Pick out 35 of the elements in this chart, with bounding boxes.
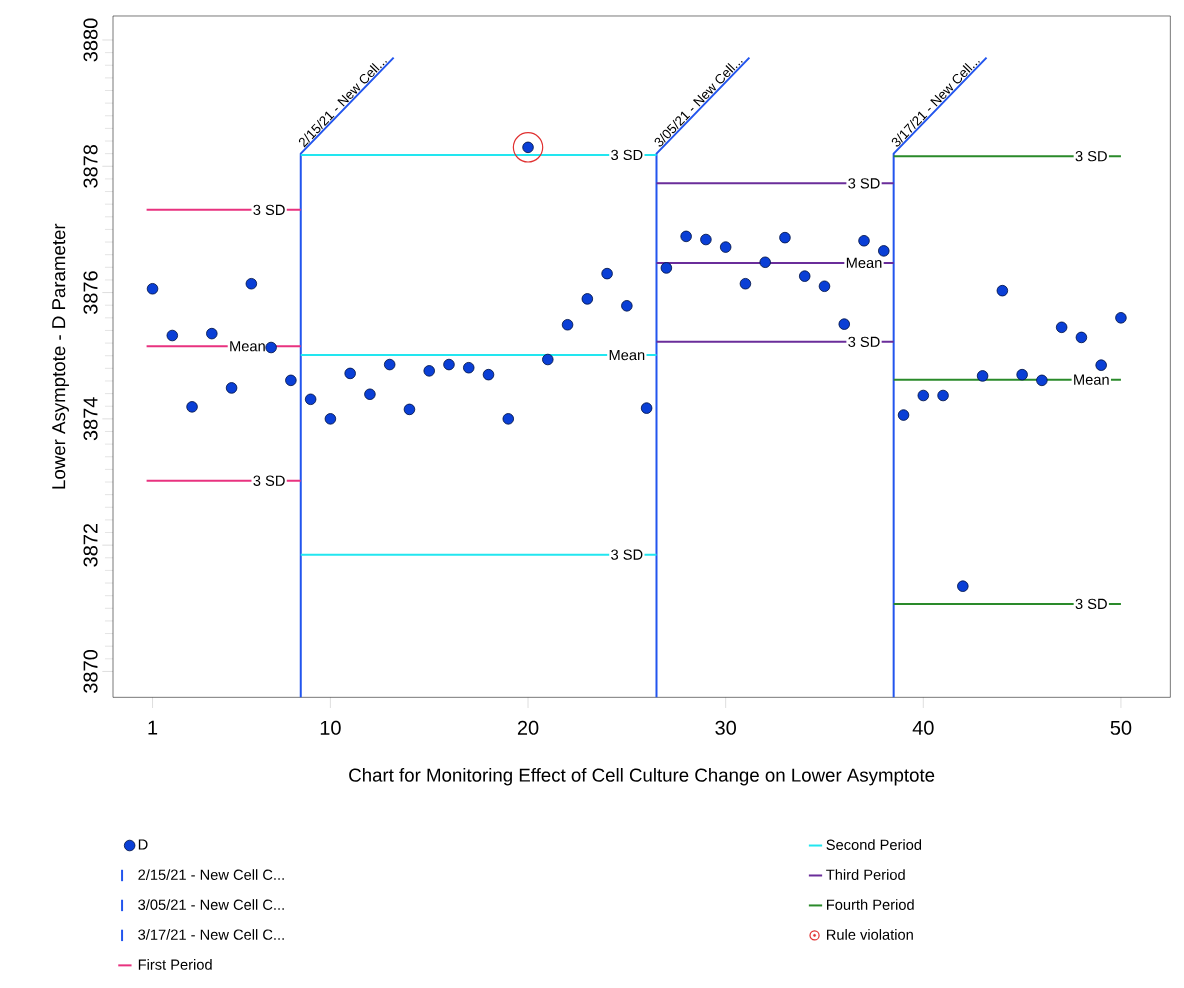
x-axis-title: Chart for Monitoring Effect of Cell Culture Change on Lower Asymptote <box>349 768 935 786</box>
legend-label: 3/05/21 - New Cell C... <box>138 899 284 910</box>
y-tick-label: 3880 <box>83 18 98 62</box>
legend-label: Third Period <box>826 869 905 880</box>
legend-label: 3/17/21 - New Cell C... <box>138 929 284 940</box>
annotation: Mean <box>609 349 645 361</box>
x-tick-label: 20 <box>517 720 539 735</box>
annotation: 3 SD <box>611 549 643 560</box>
annotation: 3 SD <box>1075 151 1107 162</box>
annotation: Mean <box>846 257 882 269</box>
y-axis-title: Lower Asymptote - D Parameter <box>52 223 69 489</box>
annotation: 3 SD <box>611 149 643 161</box>
annotation: 3 SD <box>253 475 285 486</box>
legend-label: Fourth Period <box>827 899 914 910</box>
annotation: 3 SD <box>1075 598 1107 610</box>
y-tick-label: 3876 <box>83 271 98 315</box>
legend-label: First Period <box>138 959 212 970</box>
x-tick-label: 30 <box>715 720 736 735</box>
annotation: 3 SD <box>253 204 285 216</box>
annotation: 3 SD <box>848 336 880 348</box>
y-tick-label: 3872 <box>83 523 98 567</box>
legend-label: Second Period <box>826 839 922 850</box>
legend-label: D <box>138 839 148 850</box>
annotation: Mean <box>230 341 265 352</box>
x-tick-label: 10 <box>320 720 341 735</box>
x-tick-label: 40 <box>912 720 934 735</box>
legend-label: 2/15/21 - New Cell C... <box>138 869 284 880</box>
y-tick-label: 3878 <box>83 144 98 188</box>
x-tick-label: 50 <box>1110 720 1132 735</box>
x-tick-label: 1 <box>148 720 158 735</box>
annotation: 3 SD <box>848 178 880 189</box>
y-tick-label: 3870 <box>83 650 98 693</box>
legend-label: Rule violation <box>827 929 913 940</box>
annotation: Mean <box>1074 374 1109 385</box>
y-tick-label: 3874 <box>83 397 98 441</box>
